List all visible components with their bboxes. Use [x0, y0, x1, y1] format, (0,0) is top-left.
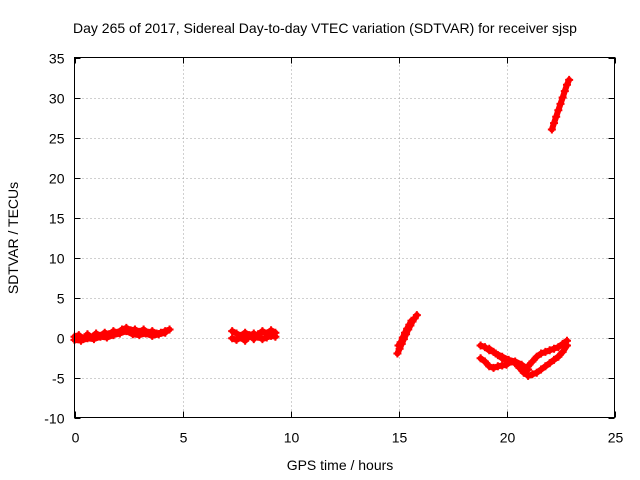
- series-arc5: [547, 75, 574, 134]
- data-point: [532, 352, 541, 361]
- data-point: [498, 352, 507, 361]
- data-point: [228, 334, 237, 343]
- data-point: [485, 362, 494, 371]
- series-arc2b: [228, 329, 280, 345]
- data-point: [102, 333, 111, 342]
- series-arc3b: [394, 316, 416, 350]
- data-point: [550, 119, 559, 128]
- data-point: [558, 93, 567, 102]
- y-tick-label: -10: [44, 411, 64, 427]
- data-point: [393, 349, 402, 358]
- data-point: [558, 339, 567, 348]
- data-point: [485, 344, 494, 353]
- data-point: [537, 365, 546, 374]
- y-tick-label: 30: [49, 91, 65, 107]
- data-point: [554, 352, 563, 361]
- data-point: [271, 332, 280, 341]
- data-point: [154, 330, 163, 339]
- data-point: [148, 331, 157, 340]
- data-point: [554, 106, 563, 115]
- data-points: [70, 75, 574, 380]
- data-point: [528, 370, 537, 379]
- data-point: [504, 355, 513, 364]
- data-point: [545, 359, 554, 368]
- y-tick-label: 0: [57, 331, 65, 347]
- x-tick-labels: 0 5 10 15 20 25: [72, 430, 624, 446]
- data-point: [511, 357, 520, 366]
- data-point: [560, 87, 569, 96]
- data-point: [122, 327, 131, 336]
- y-tick-label: -5: [52, 371, 65, 387]
- data-point: [232, 335, 241, 344]
- data-point: [109, 331, 118, 340]
- data-point: [254, 332, 263, 341]
- data-point: [517, 360, 526, 369]
- data-point: [236, 333, 245, 342]
- data-point: [258, 327, 267, 336]
- x-tick-label: 10: [284, 430, 300, 446]
- x-tick-label: 0: [72, 430, 80, 446]
- data-point: [76, 336, 85, 345]
- data-point: [135, 331, 144, 340]
- series-arc4c: [485, 344, 533, 374]
- x-tick-label: 25: [608, 430, 624, 446]
- data-point: [528, 357, 537, 366]
- data-point: [258, 335, 267, 344]
- y-tick-label: 20: [49, 171, 65, 187]
- data-point: [141, 329, 150, 338]
- plot-frame: [74, 57, 615, 418]
- data-point: [556, 99, 565, 108]
- chart-title: Day 265 of 2017, Sidereal Day-to-day VTE…: [73, 20, 577, 36]
- data-point: [562, 80, 571, 89]
- data-point: [241, 328, 250, 337]
- data-point: [552, 112, 561, 121]
- data-point: [489, 363, 498, 372]
- y-tick-label: 25: [49, 131, 65, 147]
- y-tick-labels: -10 -5 0 5 10 15 20 25 30 35: [44, 51, 64, 427]
- data-point: [541, 347, 550, 356]
- data-point: [89, 335, 98, 344]
- data-point: [262, 333, 271, 342]
- data-point: [550, 344, 559, 353]
- x-tick-label: 15: [392, 430, 408, 446]
- x-tick-label: 5: [180, 430, 188, 446]
- data-point: [524, 365, 533, 374]
- data-point: [115, 329, 124, 338]
- y-tick-label: 10: [49, 251, 65, 267]
- x-tick-label: 20: [500, 430, 516, 446]
- data-point: [565, 75, 574, 84]
- data-point: [476, 354, 485, 363]
- y-tick-label: 5: [57, 291, 65, 307]
- y-tick-label: 15: [49, 211, 65, 227]
- data-point: [562, 336, 571, 345]
- data-point: [241, 336, 250, 345]
- data-point: [532, 368, 541, 377]
- x-axis-title: GPS time / hours: [287, 457, 394, 473]
- data-point: [228, 327, 237, 336]
- data-point: [412, 311, 421, 320]
- data-point: [547, 125, 556, 134]
- data-point: [396, 338, 405, 347]
- data-point: [541, 362, 550, 371]
- data-point: [554, 343, 563, 352]
- data-point: [480, 357, 489, 366]
- data-point: [407, 316, 416, 325]
- data-point: [491, 349, 500, 358]
- data-point: [537, 349, 546, 358]
- data-point: [545, 346, 554, 355]
- data-point: [558, 347, 567, 356]
- data-point: [249, 329, 258, 338]
- data-point: [550, 355, 559, 364]
- data-point: [476, 341, 485, 350]
- data-point: [398, 333, 407, 342]
- axis-ticks: [74, 57, 616, 419]
- data-point: [165, 325, 174, 334]
- y-axis-title: SDTVAR / TECUs: [5, 182, 21, 294]
- data-point: [161, 328, 170, 337]
- series-arc1b: [70, 327, 170, 345]
- y-tick-label: 35: [49, 51, 65, 67]
- data-point: [245, 331, 254, 340]
